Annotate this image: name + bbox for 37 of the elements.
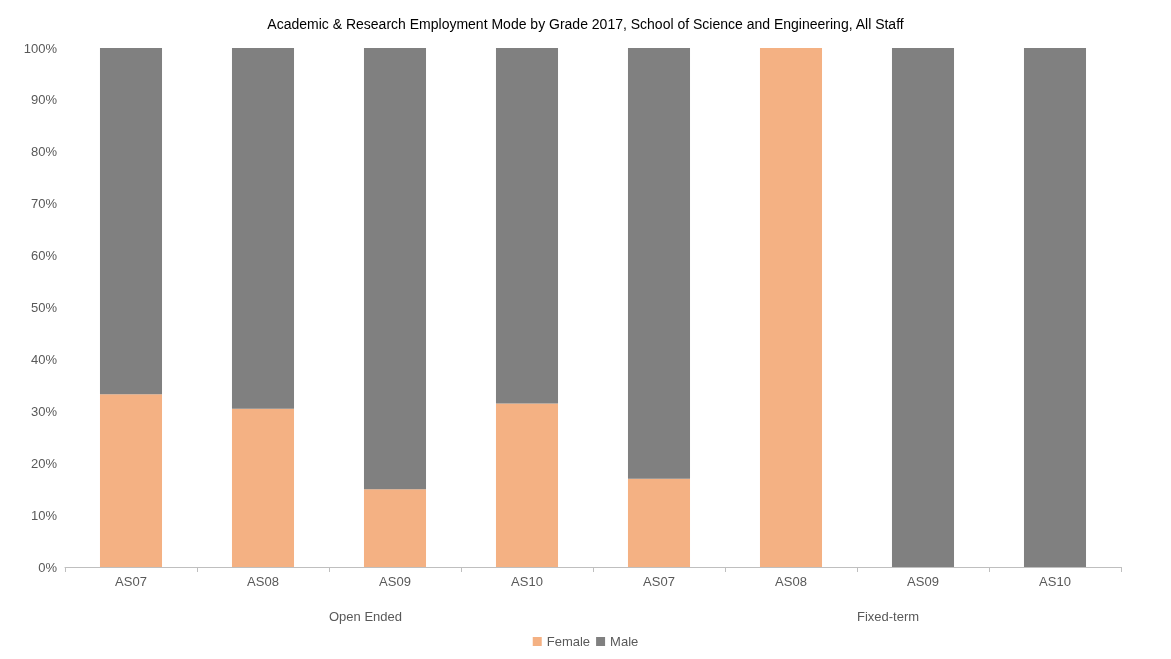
y-tick-label: 20%: [30, 455, 58, 471]
y-tick-label: 40%: [30, 351, 58, 367]
bar: [99, 394, 163, 567]
bar: [99, 48, 163, 395]
bar: [495, 403, 559, 567]
bar: [495, 48, 559, 404]
text: Fixed-term: [857, 609, 920, 624]
y-tick-label: 80%: [30, 144, 58, 160]
chart-title: Academic & Research Employment Mode by Grade 2017, School of Science and Engineering, All Staff: [267, 16, 904, 32]
bar: [759, 48, 823, 567]
y-tick-label: 10%: [30, 507, 58, 523]
bar: [363, 48, 427, 490]
bar: [627, 478, 691, 567]
y-tick-label: 50%: [30, 300, 58, 315]
x-tick-label: AS08: [247, 574, 279, 589]
legend-label: Male: [610, 634, 639, 649]
x-tick-label: AS10: [1039, 574, 1071, 589]
x-tick-label: AS08: [775, 574, 807, 589]
bar: [231, 48, 295, 409]
y-tick-label: 100%: [23, 40, 58, 56]
y-tick-label: 70%: [30, 196, 58, 212]
x-tick-label: AS10: [511, 574, 543, 589]
bar: [891, 48, 955, 567]
y-tick-label: 90%: [30, 92, 58, 108]
x-tick-label: AS09: [379, 574, 411, 589]
text: Open Ended: [328, 609, 403, 624]
bar: [231, 408, 295, 567]
y-tick-label: 60%: [30, 248, 58, 264]
x-tick-label: AS07: [643, 574, 675, 589]
x-tick-label: AS09: [907, 574, 939, 589]
bar: [1023, 48, 1087, 567]
y-tick-label: 0%: [38, 559, 58, 575]
y-tick-label: 30%: [30, 403, 58, 419]
bar: [363, 489, 427, 567]
bar: [627, 48, 691, 479]
x-tick-label: AS07: [115, 574, 147, 589]
legend-label: Female: [546, 634, 591, 649]
